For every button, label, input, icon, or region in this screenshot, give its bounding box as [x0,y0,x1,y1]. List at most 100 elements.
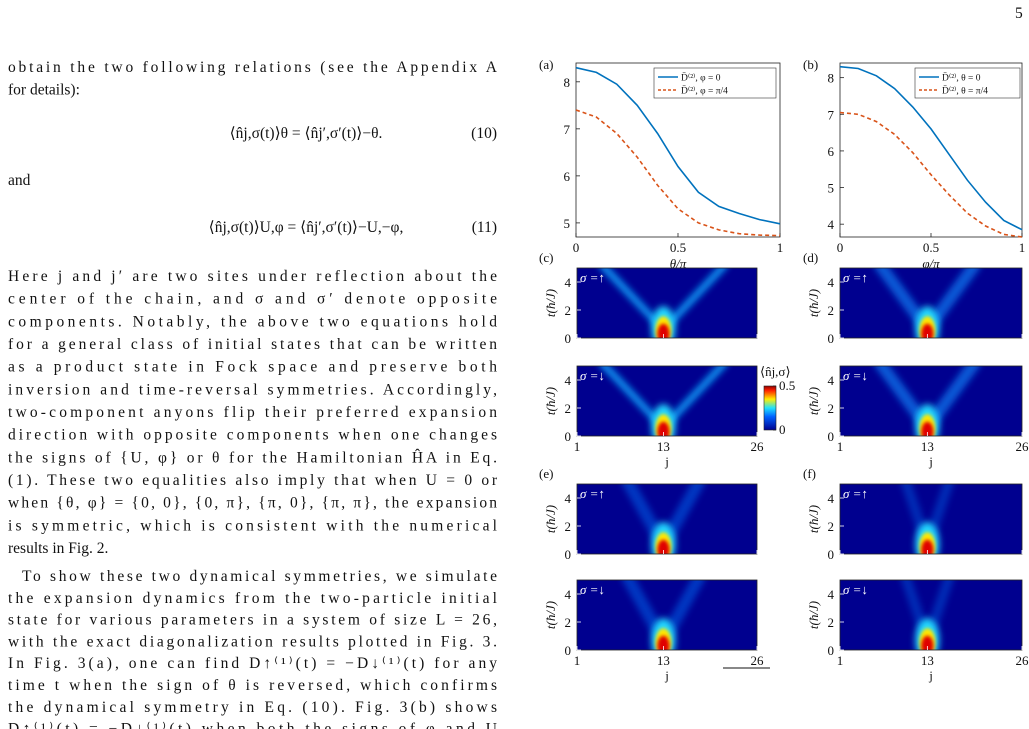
heatmap-spot [657,323,670,338]
y-tick-label: 4 [828,587,835,602]
text-line: time t when the sign of θ is reversed, w… [8,677,497,694]
x-axis-label: φ/π [922,256,940,271]
legend-label: D̄⁽²⁾, φ = π/4 [681,85,728,97]
subplot-annotation: σ =↑ [843,270,868,285]
y-tick-label: 0 [828,331,835,346]
text-line: is symmetric, which is consistent with t… [8,517,497,534]
x-tick-label: 1 [777,240,784,255]
text-line: D↑⁽¹⁾(t) = −D↓⁽¹⁾(t) when both the signs… [8,721,497,729]
line-series [839,65,1023,231]
axes-box [576,267,758,339]
axes-box [576,579,758,651]
y-tick-label: 2 [828,615,835,630]
legend-label: D̄⁽²⁾, θ = π/4 [942,85,988,97]
x-tick-label: 0.5 [923,240,939,255]
colorbar-tick-label: 0.5 [779,378,795,393]
x-tick-label: 26 [1016,439,1029,454]
x-tick-label: 13 [921,439,934,454]
heatmap-spot [657,635,670,650]
y-tick-label: 0 [828,429,835,444]
legend-label: D̄⁽²⁾, θ = 0 [942,72,981,84]
text-line: components. Notably, the above two equat… [8,313,497,330]
text-line: To show these two dynamical symmetries, … [22,568,497,585]
text-line: obtain the two following relations (see … [8,59,498,76]
axes-box [576,483,758,555]
equation: ⟨n̂j,σ(t)⟩θ = ⟨n̂j′,σ′(t)⟩−θ. [230,125,383,142]
heatmap [840,268,1022,338]
heatmap [840,580,1022,650]
y-tick-label: 8 [828,71,835,86]
subplot-annotation: σ =↓ [843,582,868,597]
y-axis-label: t(ħ/J) [806,601,821,629]
heatmap-spot [921,635,934,650]
y-tick-label: 0 [565,643,572,658]
heatmap [577,484,757,554]
y-tick-label: 0 [565,331,572,346]
equation-number: (10) [471,125,497,142]
y-tick-label: 4 [828,373,835,388]
panel-label: (c) [539,250,553,265]
y-tick-label: 5 [564,216,571,231]
y-tick-label: 4 [828,491,835,506]
y-tick-label: 2 [565,401,572,416]
y-tick-label: 4 [565,275,572,290]
x-tick-label: 0 [573,240,580,255]
colorbar-tick-label: 0 [779,422,786,437]
text-line: as a product state in Fock space and pre… [8,359,497,376]
axes-box [839,267,1023,339]
y-axis-label: t(ħ/J) [543,387,558,415]
legend-box [653,67,777,99]
y-tick-label: 7 [564,122,571,137]
x-tick-label: 0.5 [670,240,686,255]
axes-box [839,365,1023,437]
y-tick-label: 4 [565,373,572,388]
y-axis-label: t(ħ/J) [806,505,821,533]
colorbar [763,385,777,431]
line-series [575,109,781,237]
page-number: 5 [1015,5,1023,22]
subplot-annotation: σ =↑ [843,486,868,501]
x-tick-label: 26 [1016,653,1029,668]
heatmap [577,268,757,338]
y-tick-label: 2 [565,519,572,534]
y-tick-label: 2 [565,303,572,318]
x-tick-label: 13 [921,653,934,668]
y-axis-label: t(ħ/J) [806,289,821,317]
text-line: center of the chain, and σ and σ′ denote… [8,291,497,308]
y-tick-label: 4 [828,275,835,290]
x-axis-label: j [928,668,933,683]
x-tick-label: 1 [837,439,844,454]
panel-label: (a) [539,57,553,72]
text-line: In Fig. 3(a), one can find D↑⁽¹⁾(t) = −D… [8,655,497,672]
text-line: and [8,172,31,189]
colorbar-label: ⟨n̂j,σ⟩ [760,364,791,379]
heatmap-spot [921,421,934,436]
text-line: inversion and time-reversal symmetries. … [8,381,497,398]
y-axis-label: t(ħ/J) [543,601,558,629]
y-tick-label: 4 [565,491,572,506]
subplot-annotation: σ =↓ [580,582,605,597]
heatmap-spot [921,539,934,554]
axes-box [839,579,1023,651]
heatmap [577,580,757,650]
subplot-annotation: σ =↑ [580,486,605,501]
x-tick-label: 1 [837,653,844,668]
heatmap [577,366,757,436]
y-axis-label: t(ħ/J) [806,387,821,415]
equation: ⟨n̂j,σ(t)⟩U,φ = ⟨n̂j′,σ′(t)⟩−U,−φ, [209,219,404,236]
line-series [839,111,1023,238]
x-tick-label: 26 [751,439,765,454]
panel-label: (f) [803,466,816,481]
axes-box [839,483,1023,555]
equation-number: (11) [472,219,497,236]
axes-box [576,365,758,437]
text-line: Here j and j′ are two sites under reflec… [8,268,497,285]
y-axis-label: t(ħ/J) [543,289,558,317]
text-line: for details): [8,82,80,99]
y-tick-label: 0 [828,643,835,658]
text-line: (1). These two equalities also imply tha… [8,472,498,489]
text-line: direction with opposite components when … [8,427,497,444]
x-tick-label: 1 [1019,240,1026,255]
